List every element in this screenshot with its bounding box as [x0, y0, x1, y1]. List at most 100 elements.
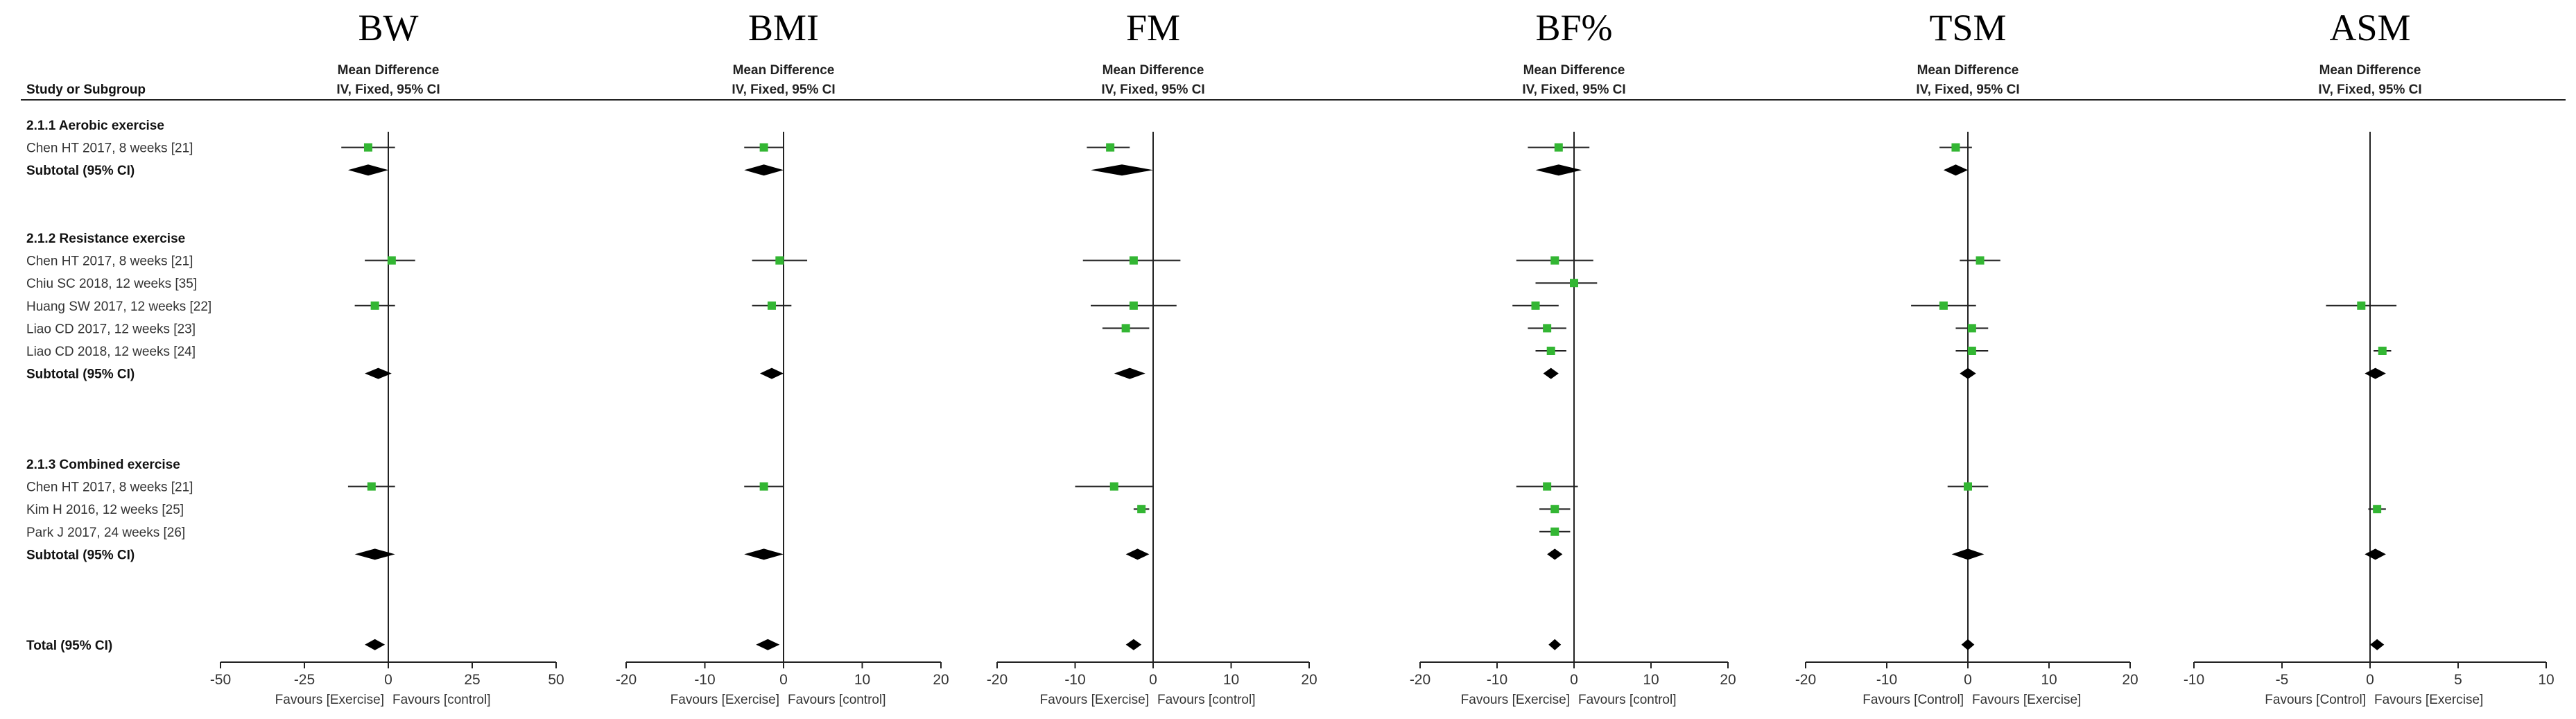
study-labels: 2.1.1 Aerobic exercise Chen HT 2017, 8 we…	[26, 119, 211, 653]
panel-title: BF%	[1535, 7, 1612, 49]
study-estimate-marker	[1531, 301, 1540, 310]
pooled-estimate-diamond	[1960, 367, 1976, 379]
pooled-estimate-diamond	[759, 367, 784, 379]
panel-title: BW	[358, 7, 419, 49]
column-header: Mean Difference	[1917, 63, 2019, 78]
forest-panel-2: BMI Mean Difference IV, Fixed, 95% CI -20 -1…	[616, 7, 949, 707]
study-label: Chen HT 2017, 8 weeks [21]	[26, 480, 193, 495]
panel-title: ASM	[2329, 7, 2410, 49]
x-tick-label: -10	[694, 672, 715, 688]
subgroup-heading: 2.1.2 Resistance exercise	[26, 232, 185, 246]
x-tick-label: 10	[854, 672, 870, 688]
forest-panel-5: TSM Mean Difference IV, Fixed, 95% CI -20 -1…	[1795, 7, 2138, 707]
column-header: Mean Difference	[733, 63, 835, 78]
study-label: Chiu SC 2018, 12 weeks [35]	[26, 277, 197, 291]
column-header: IV, Fixed, 95% CI	[1916, 83, 2019, 97]
pooled-estimate-diamond	[744, 548, 784, 560]
study-label: Chen HT 2017, 8 weeks [21]	[26, 254, 193, 269]
study-estimate-marker	[1109, 482, 1118, 491]
column-header: IV, Fixed, 95% CI	[1101, 83, 1204, 97]
forest-panels: BW Mean Difference IV, Fixed, 95% CI -50 -25…	[210, 7, 2555, 707]
pooled-estimate-diamond	[365, 367, 392, 379]
x-tick-label: 10	[1223, 672, 1239, 688]
study-estimate-marker	[759, 143, 768, 152]
pooled-estimate-diamond	[347, 164, 388, 176]
study-estimate-marker	[1976, 256, 1985, 265]
x-tick-label: 0	[1964, 672, 1972, 688]
pooled-estimate-diamond	[1961, 639, 1975, 650]
pooled-estimate-diamond	[2365, 548, 2386, 560]
x-tick-label: 0	[1570, 672, 1578, 688]
study-estimate-marker	[759, 482, 768, 491]
study-estimate-marker	[1137, 505, 1146, 514]
pooled-estimate-diamond	[2365, 367, 2386, 379]
panel-title: BMI	[748, 7, 819, 49]
x-tick-label: 20	[1720, 672, 1736, 688]
subtotal-label: Subtotal (95% CI)	[26, 367, 135, 382]
pooled-estimate-diamond	[1548, 639, 1562, 650]
study-or-subgroup-header: Study or Subgroup	[26, 83, 146, 97]
subtotal-label: Subtotal (95% CI)	[26, 548, 135, 562]
x-tick-label: -10	[1064, 672, 1085, 688]
pooled-estimate-diamond	[1114, 367, 1146, 379]
favours-right-label: Favours [control]	[1157, 693, 1256, 707]
x-tick-label: -20	[1410, 672, 1430, 688]
study-estimate-marker	[2378, 347, 2387, 355]
study-estimate-marker	[363, 143, 372, 152]
study-estimate-marker	[2373, 505, 2382, 514]
x-tick-label: 50	[548, 672, 564, 688]
favours-left-label: Favours [Exercise]	[671, 693, 779, 707]
pooled-estimate-diamond	[1091, 164, 1153, 176]
study-estimate-marker	[767, 301, 776, 310]
column-header: Mean Difference	[1103, 63, 1204, 78]
pooled-estimate-diamond	[744, 164, 784, 176]
forest-panel-1: BW Mean Difference IV, Fixed, 95% CI -50 -25…	[210, 7, 564, 707]
column-header: Mean Difference	[2319, 63, 2421, 78]
pooled-estimate-diamond	[1125, 548, 1150, 560]
study-estimate-marker	[387, 256, 396, 265]
x-tick-label: 20	[2122, 672, 2138, 688]
study-estimate-marker	[775, 256, 784, 265]
x-tick-label: -10	[2184, 672, 2204, 688]
study-estimate-marker	[1106, 143, 1115, 152]
study-label: Liao CD 2017, 12 weeks [23]	[26, 322, 196, 336]
pooled-estimate-diamond	[756, 639, 780, 650]
pooled-estimate-diamond	[1951, 548, 1985, 560]
study-estimate-marker	[1964, 482, 1972, 491]
study-label: Liao CD 2018, 12 weeks [24]	[26, 345, 196, 359]
study-estimate-marker	[1550, 505, 1559, 514]
subtotal-label: Subtotal (95% CI)	[26, 164, 135, 178]
study-estimate-marker	[1543, 482, 1552, 491]
x-tick-label: 10	[2041, 672, 2057, 688]
favours-left-label: Favours [Control]	[1862, 693, 1964, 707]
column-header: Mean Difference	[1523, 63, 1625, 78]
study-estimate-marker	[1129, 301, 1138, 310]
x-tick-label: 10	[1643, 672, 1659, 688]
pooled-estimate-diamond	[2370, 639, 2385, 650]
favours-left-label: Favours [Exercise]	[1040, 693, 1149, 707]
x-tick-label: 0	[2366, 672, 2374, 688]
x-tick-label: 10	[2538, 672, 2554, 688]
column-header: IV, Fixed, 95% CI	[1522, 83, 1625, 97]
study-estimate-marker	[1543, 324, 1552, 333]
pooled-estimate-diamond	[1547, 548, 1563, 560]
favours-right-label: Favours [Exercise]	[1972, 693, 2081, 707]
study-estimate-marker	[1129, 256, 1138, 265]
forest-panel-4: BF% Mean Difference IV, Fixed, 95% CI -20 -1…	[1410, 7, 1736, 707]
subgroup-heading: 2.1.1 Aerobic exercise	[26, 119, 164, 133]
column-header: Mean Difference	[338, 63, 440, 78]
panel-title: TSM	[1929, 7, 2006, 49]
x-tick-label: -25	[294, 672, 315, 688]
forest-panel-6: ASM Mean Difference IV, Fixed, 95% CI -10 -5…	[2184, 7, 2555, 707]
favours-left-label: Favours [Exercise]	[275, 693, 384, 707]
study-estimate-marker	[1121, 324, 1130, 333]
favours-right-label: Favours [control]	[1578, 693, 1677, 707]
x-tick-label: -50	[210, 672, 231, 688]
x-tick-label: 0	[1149, 672, 1157, 688]
x-tick-label: 20	[933, 672, 949, 688]
study-estimate-marker	[370, 301, 379, 310]
study-estimate-marker	[1550, 527, 1559, 536]
pooled-estimate-diamond	[365, 639, 386, 650]
pooled-estimate-diamond	[1943, 164, 1968, 176]
